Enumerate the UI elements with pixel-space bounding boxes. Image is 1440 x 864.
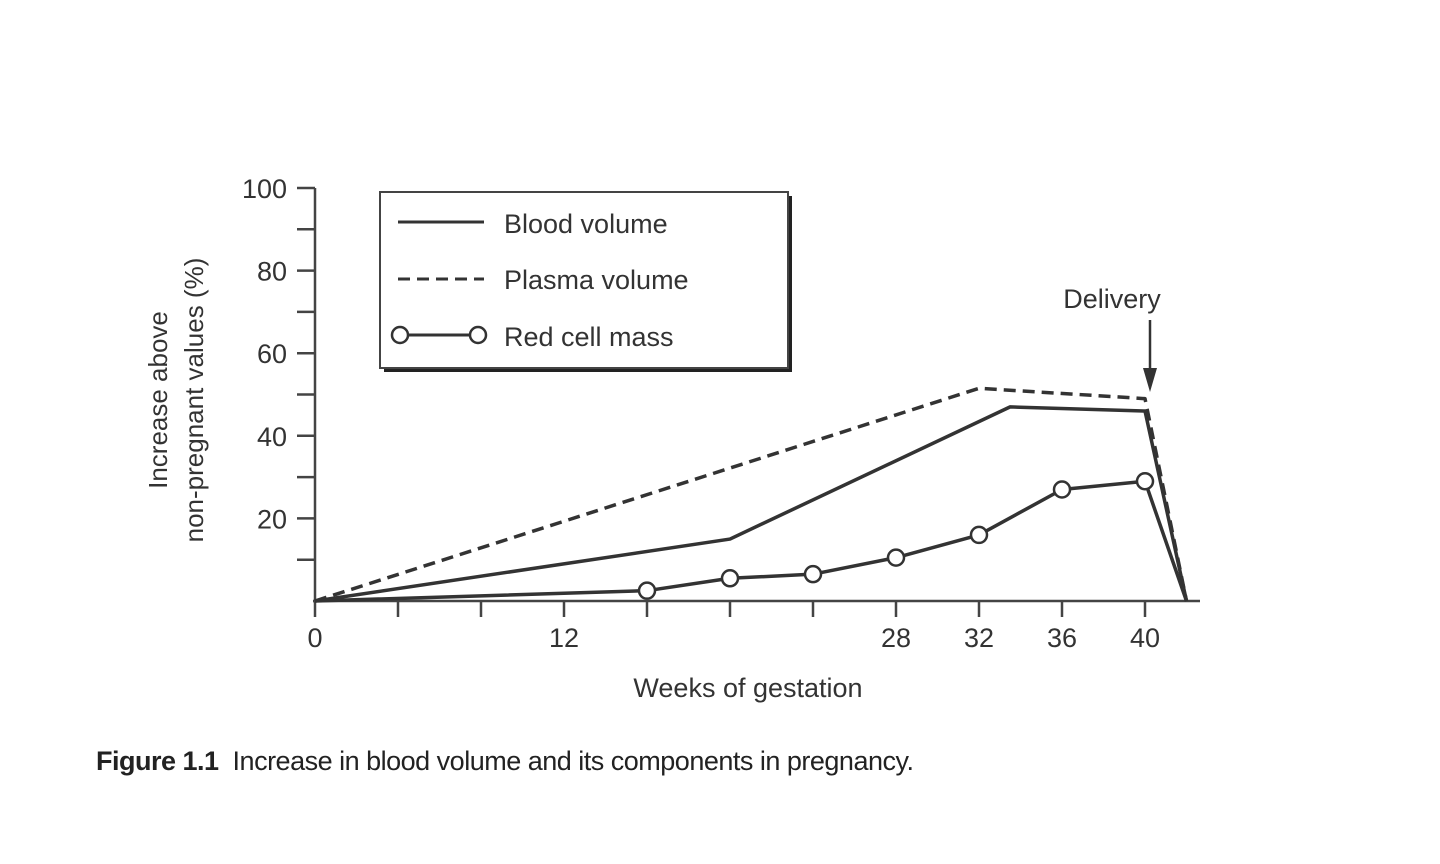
data-point-red-cell-mass	[886, 548, 906, 567]
series-group	[314, 386, 1189, 603]
x-tick-label: 36	[1047, 623, 1077, 653]
figure-caption-text: Increase in blood volume and its compone…	[232, 746, 914, 776]
y-tick-label: 60	[257, 339, 287, 369]
legend-marker-red-cell-mass	[390, 325, 410, 345]
series-line-plasma-volume	[314, 386, 1189, 603]
x-tick-label: 12	[549, 623, 579, 653]
figure-caption: Figure 1.1 Increase in blood volume and i…	[96, 746, 914, 777]
delivery-annotation: Delivery	[1063, 284, 1161, 314]
series-line-blood-volume	[314, 405, 1189, 603]
x-tick-label: 28	[881, 623, 911, 653]
legend-label-blood-volume: Blood volume	[504, 209, 668, 239]
y-axis-label-line-2: non-pregnant values (%)	[179, 258, 209, 543]
legend-marker-red-cell-mass	[468, 325, 488, 345]
data-point-red-cell-mass	[720, 569, 740, 588]
data-point-red-cell-mass	[1052, 480, 1072, 499]
data-point-red-cell-mass	[969, 525, 989, 545]
y-tick-label: 40	[257, 422, 287, 452]
axes: 20 40 60 80 100 0 12 28 32 36 40	[242, 174, 1200, 653]
figure-label: Figure 1.1	[96, 746, 219, 776]
legend-label-red-cell-mass: Red cell mass	[504, 322, 674, 352]
data-point-red-cell-mass	[1135, 471, 1155, 491]
x-tick-label: 0	[307, 623, 322, 653]
y-tick-label: 80	[257, 257, 287, 287]
data-point-red-cell-mass	[803, 564, 823, 584]
y-tick-label: 20	[257, 504, 287, 534]
legend: Blood volume Plasma volume Red cell mass	[379, 191, 792, 372]
x-tick-label: 40	[1130, 623, 1160, 653]
y-axis-label-line-1: Increase above	[143, 311, 173, 489]
data-point-red-cell-mass	[637, 581, 657, 600]
x-axis-label: Weeks of gestation	[633, 673, 862, 703]
delivery-arrow	[1143, 320, 1157, 392]
legend-label-plasma-volume: Plasma volume	[504, 265, 689, 295]
y-tick-label: 100	[242, 174, 287, 204]
x-tick-label: 32	[964, 623, 994, 653]
